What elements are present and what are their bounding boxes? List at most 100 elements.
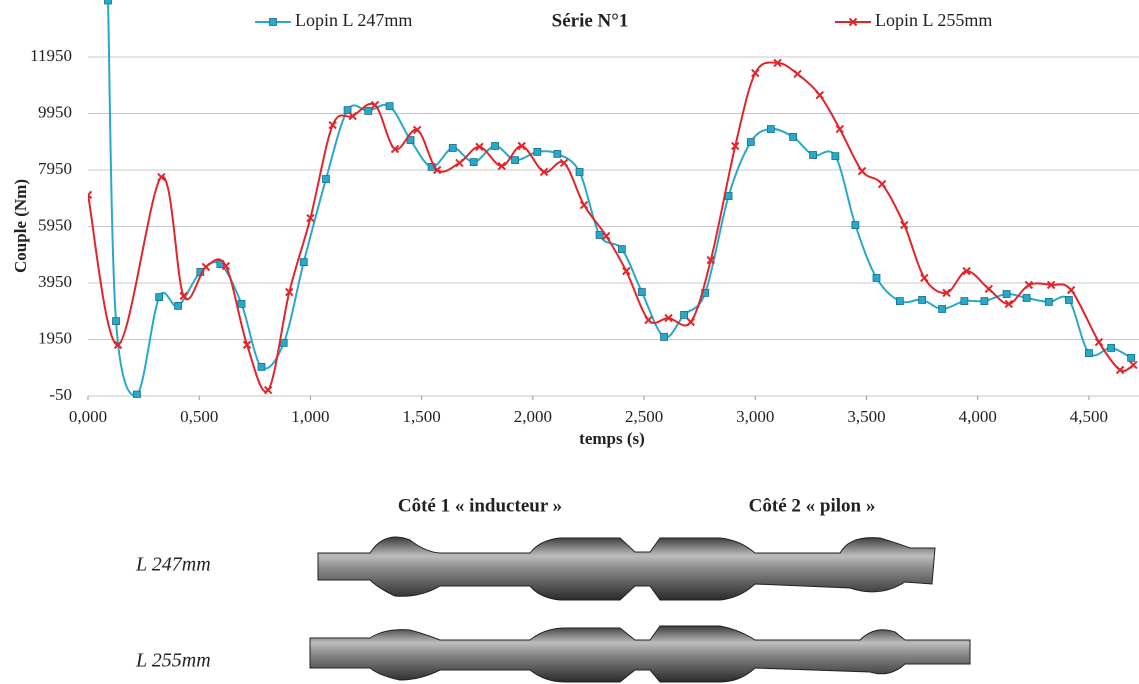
marker xyxy=(113,340,123,350)
marker xyxy=(237,300,246,308)
marker xyxy=(746,138,755,146)
marker xyxy=(617,245,626,254)
marker xyxy=(155,293,164,302)
marker xyxy=(174,301,182,310)
marker xyxy=(385,102,394,111)
marker xyxy=(448,144,457,152)
marker xyxy=(1085,349,1093,357)
marker xyxy=(980,297,989,305)
marker xyxy=(595,231,604,239)
marker xyxy=(88,190,93,200)
marker xyxy=(1094,337,1104,347)
marker xyxy=(221,261,231,271)
marker xyxy=(637,288,646,296)
y-tick-label: 1950 xyxy=(38,328,72,347)
marker xyxy=(1004,299,1014,309)
marker xyxy=(644,315,653,325)
row-label: L 247mm xyxy=(135,554,211,576)
marker xyxy=(942,288,951,298)
marker xyxy=(322,175,330,183)
marker xyxy=(579,200,589,210)
marker xyxy=(179,291,188,301)
marker xyxy=(918,296,926,304)
marker xyxy=(877,179,887,189)
marker xyxy=(724,192,733,200)
marker xyxy=(835,124,845,134)
x-tick-label: 2,500 xyxy=(625,407,663,426)
x-axis-label: temps (s) xyxy=(579,429,645,448)
marker xyxy=(789,133,797,141)
marker xyxy=(900,220,909,230)
marker xyxy=(1129,360,1138,370)
marker xyxy=(857,166,867,176)
marker xyxy=(793,69,802,79)
x-tick-label: 2,000 xyxy=(514,407,552,426)
marker xyxy=(533,148,542,156)
marker xyxy=(751,68,760,78)
marker xyxy=(938,305,947,313)
marker xyxy=(364,107,373,115)
legend-label: Lopin L 247mm xyxy=(295,10,412,30)
marker xyxy=(660,333,668,341)
marker xyxy=(539,167,549,177)
marker xyxy=(575,168,584,176)
marker xyxy=(962,266,971,276)
marker xyxy=(257,363,266,371)
marker xyxy=(680,311,689,319)
marker xyxy=(815,90,824,100)
marker xyxy=(455,158,464,168)
x-tick-label: 1,000 xyxy=(291,407,329,426)
marker xyxy=(984,284,994,294)
marker xyxy=(433,165,442,175)
x-tick-label: 4,500 xyxy=(1070,407,1108,426)
x-tick-label: 0,000 xyxy=(69,407,107,426)
marker xyxy=(348,111,357,121)
marker xyxy=(664,313,673,323)
marker xyxy=(686,317,695,327)
marker xyxy=(1044,298,1053,306)
y-tick-label: 9950 xyxy=(38,102,72,121)
marker xyxy=(831,152,840,161)
marker xyxy=(1046,280,1056,290)
chart-title: Série N°1 xyxy=(552,10,629,31)
marker xyxy=(511,156,519,165)
marker xyxy=(1024,280,1034,290)
marker xyxy=(285,287,294,297)
marker xyxy=(895,297,904,305)
marker xyxy=(517,141,526,151)
marker xyxy=(553,149,562,158)
marker xyxy=(731,141,740,151)
marker xyxy=(157,172,166,182)
marker xyxy=(766,125,775,133)
marker xyxy=(872,274,881,282)
marker xyxy=(328,120,337,130)
marker xyxy=(920,273,929,283)
marker xyxy=(1115,365,1125,375)
side-label: Côté 2 « pilon » xyxy=(749,495,876,516)
marker xyxy=(809,151,818,159)
marker xyxy=(279,338,288,347)
marker xyxy=(497,161,506,171)
marker xyxy=(469,158,478,166)
marker xyxy=(263,385,273,395)
marker xyxy=(1127,353,1136,362)
marker xyxy=(1022,294,1031,302)
marker xyxy=(1064,296,1073,304)
marker xyxy=(475,142,484,152)
marker xyxy=(1107,344,1116,352)
x-tick-label: 1,500 xyxy=(403,407,441,426)
marker xyxy=(390,144,400,154)
marker xyxy=(851,221,860,229)
marker xyxy=(602,231,611,241)
marker xyxy=(201,262,211,272)
marker xyxy=(370,100,380,110)
marker xyxy=(104,0,112,5)
marker xyxy=(112,317,120,326)
series-line xyxy=(107,0,1132,397)
side-label: Côté 1 « inducteur » xyxy=(398,495,562,516)
x-tick-label: 4,000 xyxy=(959,407,997,426)
marker xyxy=(848,17,858,27)
marker xyxy=(706,255,715,265)
